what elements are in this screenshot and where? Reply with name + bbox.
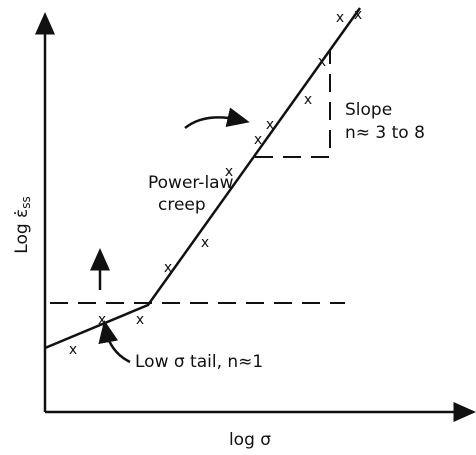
point-marker: x (225, 164, 233, 180)
point-marker: x (266, 117, 274, 133)
creep-curve (44, 7, 362, 350)
point-marker: x (354, 7, 362, 23)
annotation: Slope (345, 100, 392, 120)
power-law-pointer (184, 107, 250, 129)
annotation: n≈ 3 to 8 (345, 123, 425, 143)
annotation: Power-law (148, 173, 234, 193)
point-marker: x (254, 132, 262, 148)
annotation: creep (158, 195, 206, 215)
point-marker: x (318, 54, 326, 70)
point-marker: x (98, 312, 106, 328)
point-marker: x (69, 342, 77, 358)
x-axis-label: log σ (229, 430, 271, 450)
low-tail-pointer (98, 320, 131, 364)
slope-triangle (255, 50, 331, 158)
annotation: Low σ tail, n≈1 (135, 352, 263, 372)
point-marker: x (201, 235, 209, 251)
point-marker: x (136, 312, 144, 328)
y-axis-label: Log ε̇ss (12, 196, 33, 253)
point-marker: x (164, 260, 172, 276)
point-marker: x (304, 92, 312, 108)
point-marker: x (336, 10, 344, 26)
